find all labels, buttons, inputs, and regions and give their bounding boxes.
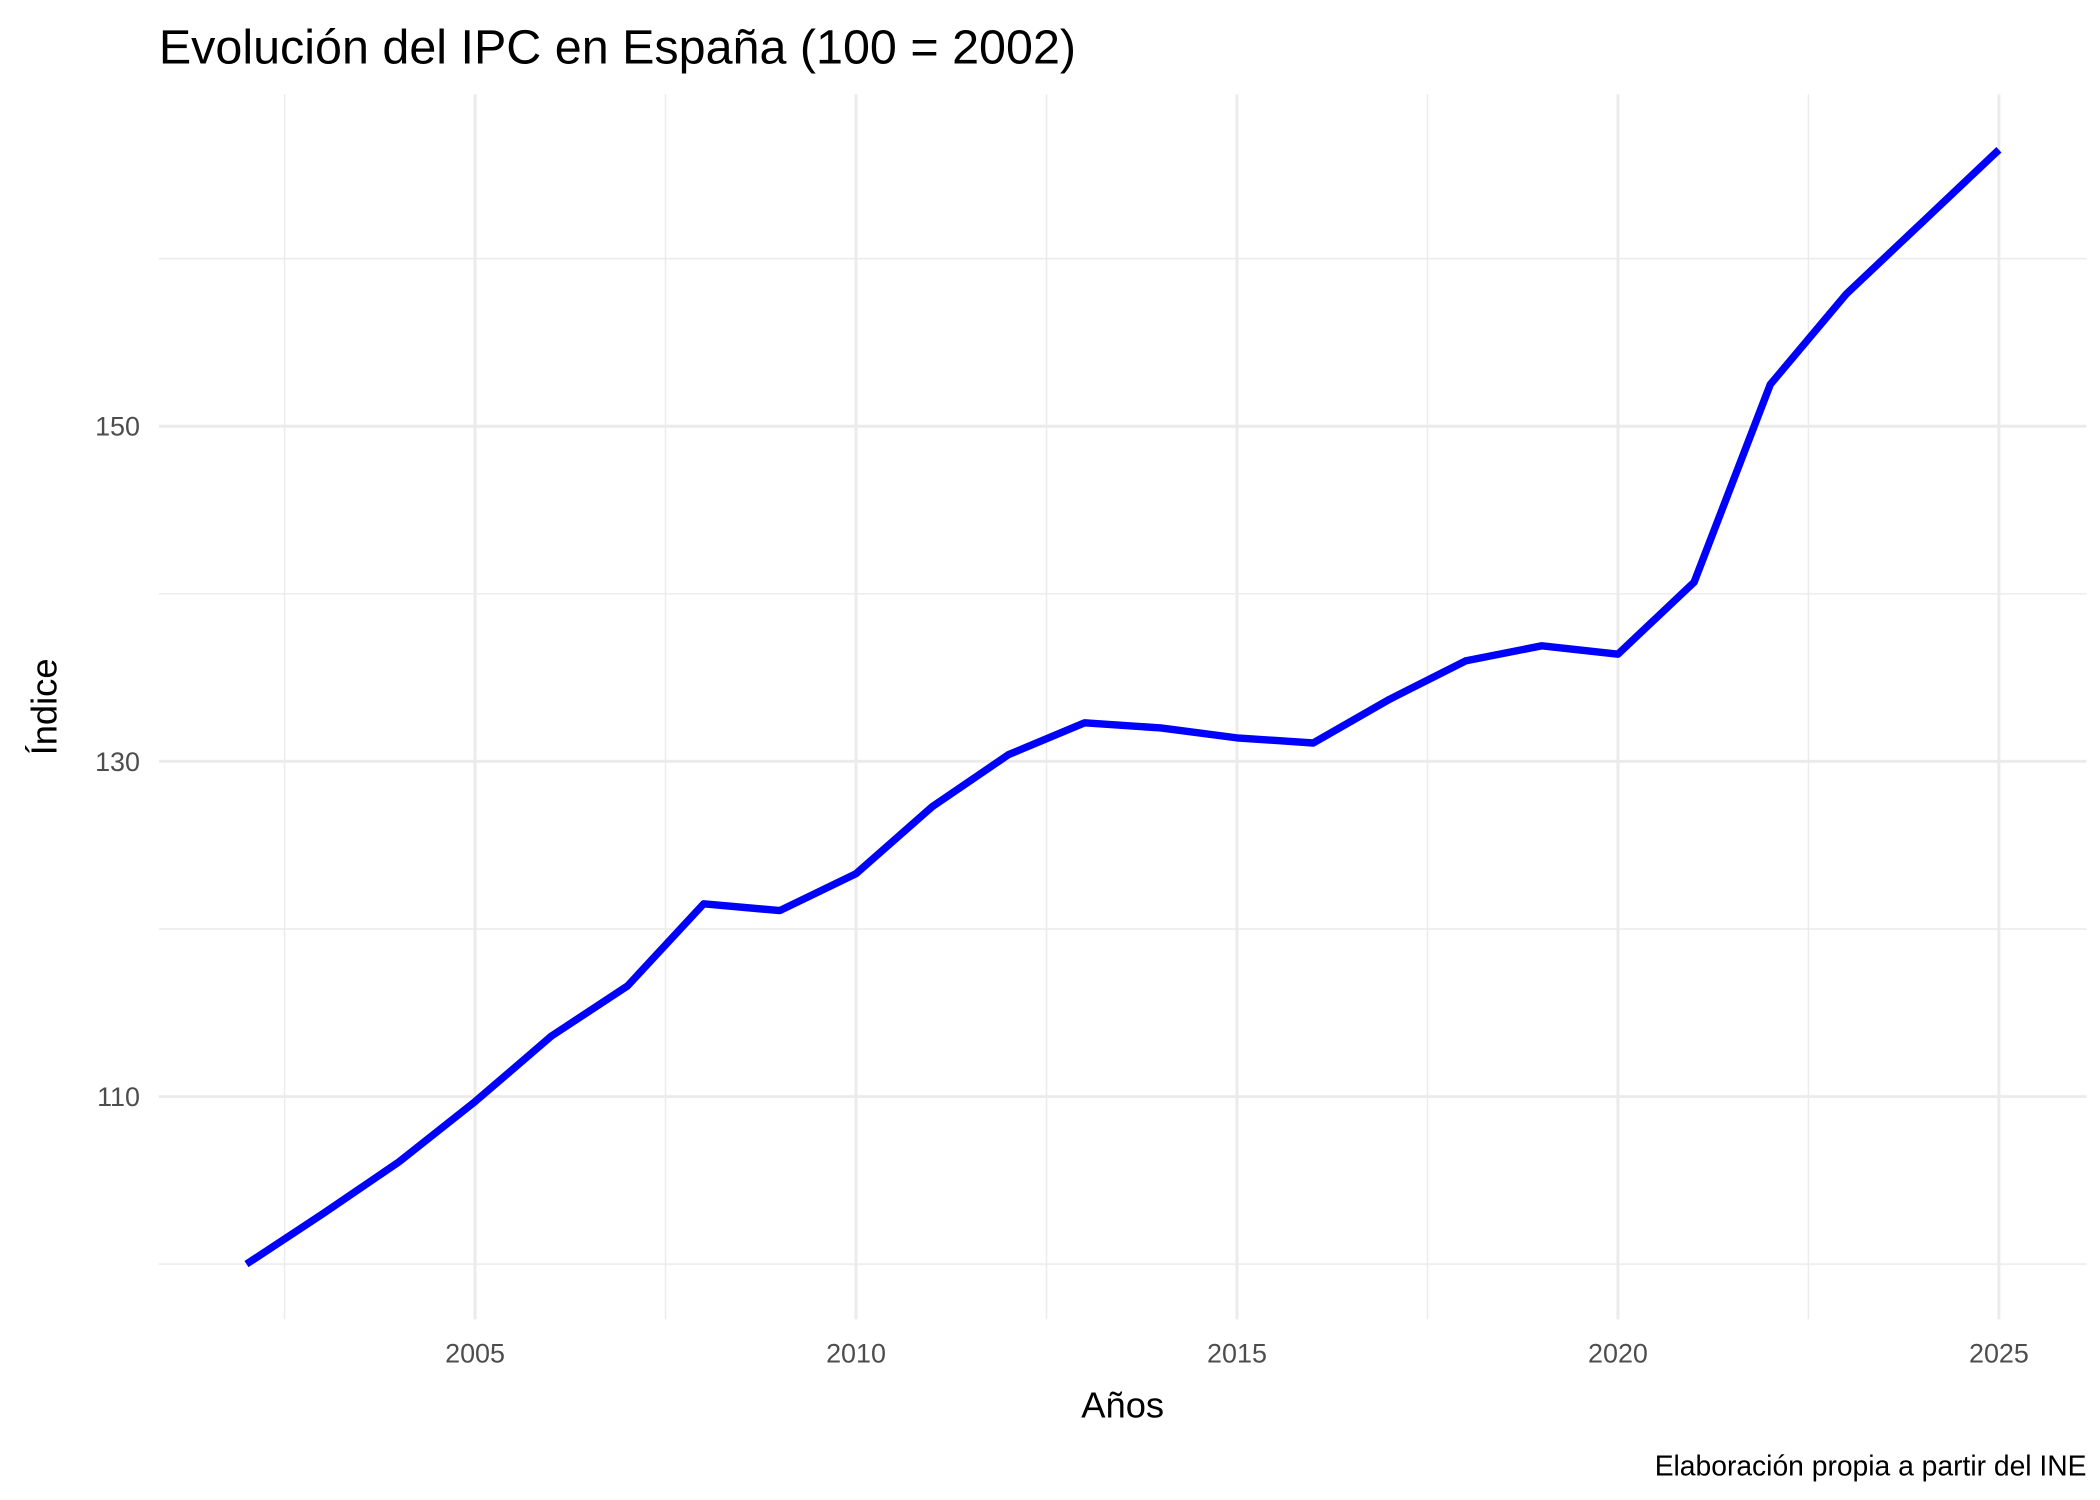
x-tick-label: 2010 xyxy=(826,1339,886,1369)
series-layer xyxy=(244,147,2002,1268)
y-tick-label: 110 xyxy=(97,1082,140,1112)
y-tick-label: 150 xyxy=(95,412,140,442)
x-axis-title: Años xyxy=(1081,1385,1164,1426)
x-axis-ticks: 2005 2010 2015 2020 2025 xyxy=(445,1339,2029,1369)
chart-title: Evolución del IPC en España (100 = 2002) xyxy=(159,20,1076,74)
chart-caption: Elaboración propia a partir del INE xyxy=(1655,1450,2087,1482)
x-tick-label: 2025 xyxy=(1969,1339,2029,1369)
x-tick-label: 2020 xyxy=(1588,1339,1648,1369)
x-tick-label: 2015 xyxy=(1207,1339,1267,1369)
series-line-ipc xyxy=(244,147,2002,1268)
grid xyxy=(158,94,2087,1320)
y-axis-title: Índice xyxy=(24,658,65,755)
x-tick-label: 2005 xyxy=(445,1339,505,1369)
y-tick-label: 130 xyxy=(95,747,140,777)
y-axis-ticks: 110 130 150 xyxy=(95,412,140,1112)
